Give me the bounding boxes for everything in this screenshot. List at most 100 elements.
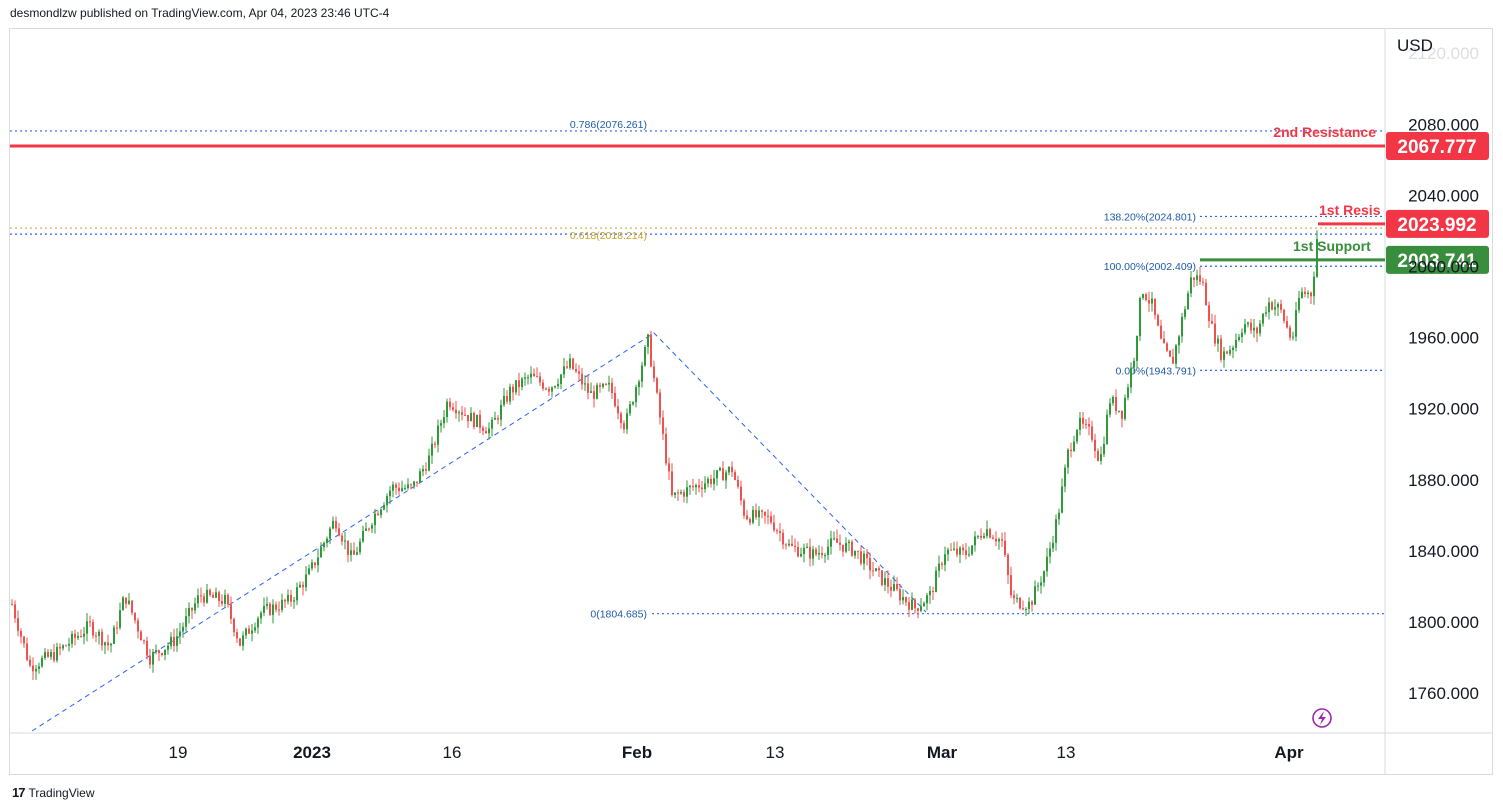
first-resistance-price-tag[interactable] [1386, 209, 1489, 238]
candle[interactable] [233, 617, 235, 637]
candle[interactable] [1046, 547, 1048, 577]
candle[interactable] [701, 480, 703, 498]
candle[interactable] [782, 529, 784, 550]
candle[interactable] [980, 528, 982, 541]
candle[interactable] [974, 531, 976, 552]
candle[interactable] [527, 374, 529, 385]
candle[interactable] [1181, 312, 1183, 343]
candle[interactable] [1130, 362, 1132, 394]
candle[interactable] [1247, 321, 1249, 328]
candle[interactable] [65, 644, 67, 647]
candle[interactable] [1244, 318, 1246, 335]
candle[interactable] [1232, 345, 1234, 359]
candle[interactable] [1094, 433, 1096, 459]
candle[interactable] [281, 593, 283, 613]
candle[interactable] [419, 468, 421, 484]
candle[interactable] [1082, 411, 1084, 429]
candle[interactable] [1061, 478, 1063, 514]
candle[interactable] [1079, 412, 1081, 436]
candle[interactable] [683, 489, 685, 503]
candle[interactable] [1256, 326, 1258, 343]
candle[interactable] [848, 539, 850, 552]
candle[interactable] [716, 469, 718, 486]
candle[interactable] [1154, 298, 1156, 320]
candle[interactable] [365, 522, 367, 532]
candle[interactable] [158, 649, 160, 661]
candle[interactable] [752, 506, 754, 525]
candle[interactable] [659, 388, 661, 425]
candle[interactable] [32, 657, 34, 680]
candle[interactable] [308, 564, 310, 576]
candle[interactable] [644, 345, 646, 367]
candle[interactable] [1286, 315, 1288, 329]
candle[interactable] [914, 598, 916, 614]
candle[interactable] [686, 480, 688, 504]
candle[interactable] [707, 476, 709, 488]
candle[interactable] [650, 330, 652, 368]
candle[interactable] [695, 483, 697, 495]
candle[interactable] [878, 566, 880, 577]
candle[interactable] [362, 525, 364, 543]
candle[interactable] [122, 596, 124, 611]
candle[interactable] [206, 584, 208, 604]
candle[interactable] [89, 615, 91, 627]
candle[interactable] [827, 539, 829, 561]
candle[interactable] [923, 601, 925, 607]
candle[interactable] [551, 386, 553, 398]
candle[interactable] [1214, 314, 1216, 347]
candle[interactable] [1289, 325, 1291, 341]
candle[interactable] [170, 632, 172, 650]
candle[interactable] [101, 628, 103, 651]
candle[interactable] [1250, 318, 1252, 335]
candle[interactable] [146, 636, 148, 660]
candle[interactable] [890, 579, 892, 598]
candle[interactable] [1262, 312, 1264, 327]
candle[interactable] [482, 425, 484, 436]
candle[interactable] [197, 588, 199, 608]
candle[interactable] [23, 635, 25, 648]
candle[interactable] [593, 385, 595, 408]
candle[interactable] [56, 642, 58, 663]
candle[interactable] [806, 542, 808, 549]
candle[interactable] [161, 652, 163, 657]
candle[interactable] [596, 382, 598, 400]
candle[interactable] [1025, 607, 1027, 617]
candle[interactable] [671, 463, 673, 497]
candle[interactable] [1172, 348, 1174, 364]
candle[interactable] [1136, 335, 1138, 369]
candle[interactable] [1253, 318, 1255, 338]
candle[interactable] [44, 648, 46, 661]
candle[interactable] [935, 566, 937, 593]
candle[interactable] [251, 624, 253, 642]
candle[interactable] [182, 622, 184, 638]
candle[interactable] [875, 568, 877, 572]
candle[interactable] [869, 552, 871, 580]
candle[interactable] [620, 411, 622, 429]
candle[interactable] [575, 363, 577, 374]
candle[interactable] [941, 561, 943, 570]
candle[interactable] [194, 597, 196, 614]
candle[interactable] [1151, 292, 1153, 312]
candle[interactable] [986, 520, 988, 539]
candle[interactable] [884, 571, 886, 592]
candle[interactable] [164, 649, 166, 661]
candle[interactable] [1265, 306, 1267, 317]
candle[interactable] [314, 561, 316, 569]
lightning-icon[interactable] [1312, 708, 1332, 728]
candle[interactable] [515, 380, 517, 396]
candle[interactable] [995, 531, 997, 547]
candle[interactable] [305, 566, 307, 592]
candle[interactable] [761, 509, 763, 519]
candle[interactable] [1022, 600, 1024, 611]
candle[interactable] [692, 478, 694, 492]
candle[interactable] [821, 546, 823, 559]
candle[interactable] [152, 649, 154, 673]
candle[interactable] [1283, 308, 1285, 324]
candle[interactable] [1091, 420, 1093, 443]
candle[interactable] [1277, 302, 1279, 317]
candle[interactable] [257, 616, 259, 634]
candle[interactable] [1295, 301, 1297, 342]
candle[interactable] [464, 407, 466, 416]
candle[interactable] [1307, 290, 1309, 299]
candle[interactable] [599, 382, 601, 393]
